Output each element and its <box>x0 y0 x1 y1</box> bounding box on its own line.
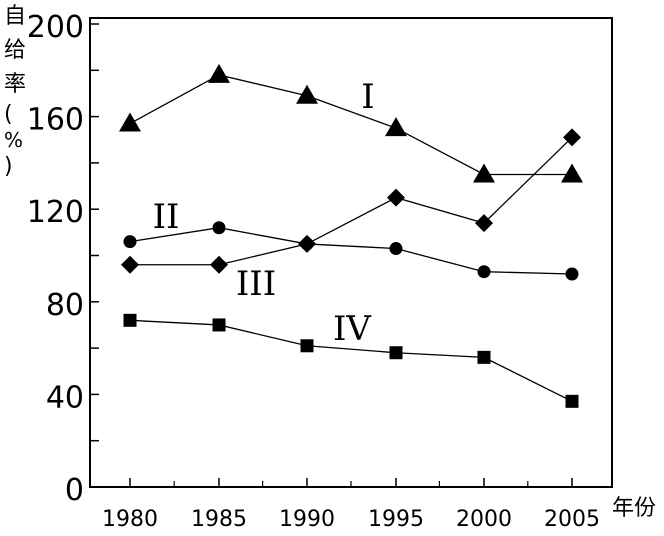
y-tick-label: 160 <box>27 103 84 138</box>
series-2-point <box>212 221 226 235</box>
series-3-line <box>130 136 573 266</box>
series-4-point <box>300 339 314 353</box>
x-axis-unit-label: 年份 <box>612 496 657 521</box>
series-4-point <box>565 394 579 408</box>
x-tick-label: 1980 <box>102 507 158 532</box>
y-tick-label: 40 <box>46 380 84 415</box>
series-2-line <box>129 227 573 275</box>
x-tick-label: 1985 <box>191 507 247 532</box>
series-4-point <box>477 350 491 364</box>
series-3-point <box>298 234 316 253</box>
series-3-point <box>563 128 581 147</box>
series-1-point <box>473 163 495 183</box>
y-tick-label: 200 <box>27 10 84 45</box>
series-2-point <box>389 242 403 256</box>
y-axis-label-char-2: 给 <box>4 38 27 63</box>
series-4-point <box>123 313 137 327</box>
y-axis-label-char-6: ) <box>4 154 13 179</box>
series-3-point <box>210 255 228 274</box>
y-tick-label: 80 <box>46 288 84 323</box>
series-1-line <box>129 74 572 176</box>
series-2-point <box>123 235 137 249</box>
series-4-point <box>212 318 226 332</box>
series-4-line <box>129 319 573 402</box>
x-tick-label: 1990 <box>279 507 335 532</box>
y-tick-label: 120 <box>27 195 84 230</box>
y-axis-label-char-1: 自 <box>4 4 27 29</box>
plot-frame <box>89 17 613 488</box>
series-2-label: II <box>153 197 180 237</box>
x-tick-label: 2000 <box>456 507 512 532</box>
series-4-label: IV <box>333 309 372 349</box>
series-1-point <box>385 117 407 137</box>
series-3-label: III <box>236 264 276 304</box>
series-3-point <box>387 188 405 207</box>
series-2-point <box>565 267 579 281</box>
x-tick-label: 1995 <box>368 507 424 532</box>
y-axis-label-char-3: 率 <box>4 72 27 97</box>
series-3-point <box>475 214 493 233</box>
series-1-point <box>296 84 318 104</box>
series-1-point <box>561 163 583 183</box>
series-1-point <box>119 112 141 132</box>
series-1-point <box>208 63 230 83</box>
series-1-label: I <box>361 77 374 117</box>
y-axis-label-char-4: ( <box>4 102 13 127</box>
y-axis-label-char-5: % <box>4 128 24 152</box>
series-4-point <box>389 346 403 360</box>
series-3-point <box>121 255 139 274</box>
x-tick-label: 2005 <box>544 507 600 532</box>
series-2-point <box>477 265 491 279</box>
y-tick-label: 0 <box>65 473 84 508</box>
